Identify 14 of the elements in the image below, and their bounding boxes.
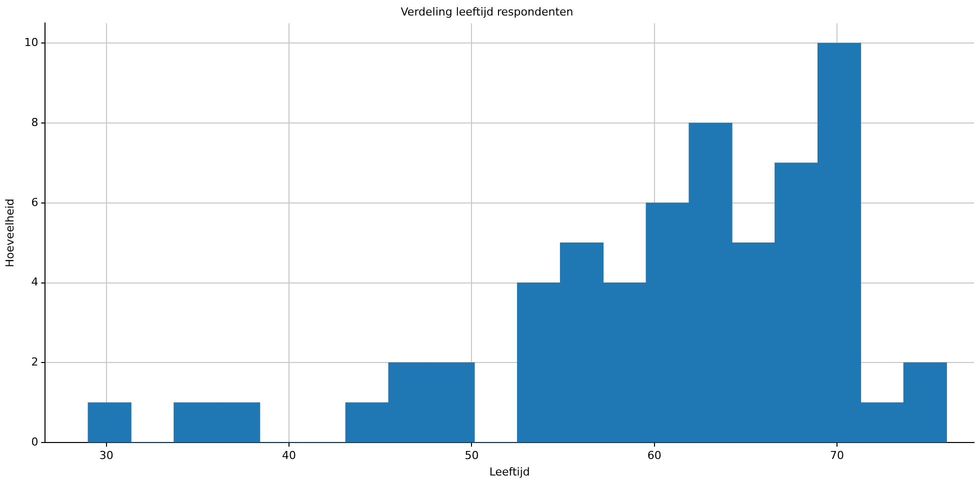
- y-axis-title: Hoeveelheid: [3, 198, 16, 268]
- y-tick-label: 10: [24, 36, 38, 50]
- x-tick-label: 40: [282, 449, 296, 462]
- y-tick-label: 0: [31, 435, 38, 448]
- x-tick-label: 60: [647, 449, 662, 462]
- y-tick-label: 8: [31, 116, 38, 129]
- y-tick-label: 2: [31, 356, 38, 369]
- x-axis-title: Leeftijd: [489, 465, 530, 478]
- chart-title: Verdeling leeftijd respondenten: [400, 5, 574, 18]
- x-tick-label: 70: [830, 449, 844, 462]
- x-tick-label: 50: [464, 449, 479, 462]
- y-tick-label: 4: [31, 276, 38, 289]
- x-tick-label: 30: [99, 449, 114, 462]
- y-tick-label: 6: [31, 196, 38, 209]
